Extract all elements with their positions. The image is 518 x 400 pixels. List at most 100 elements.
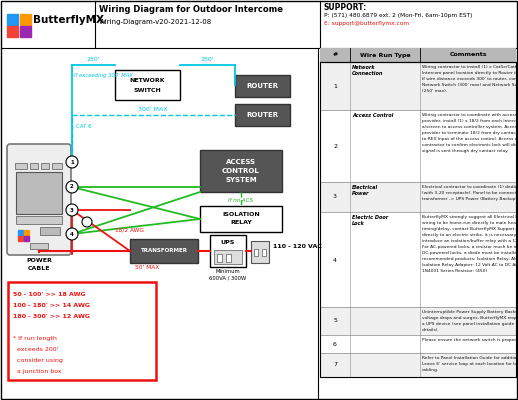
- Bar: [40, 227, 60, 235]
- Text: P: (571) 480.6879 ext. 2 (Mon-Fri, 6am-10pm EST): P: (571) 480.6879 ext. 2 (Mon-Fri, 6am-1…: [324, 14, 472, 18]
- Bar: [18, 236, 23, 241]
- Bar: [320, 212, 516, 307]
- Text: cabling.: cabling.: [422, 368, 439, 372]
- Text: 18/2 AWG: 18/2 AWG: [115, 227, 144, 232]
- Bar: [320, 110, 516, 182]
- Text: consider using: consider using: [13, 358, 63, 363]
- Text: details).: details).: [422, 328, 440, 332]
- Text: Wiring-Diagram-v20-2021-12-08: Wiring-Diagram-v20-2021-12-08: [99, 19, 212, 25]
- Text: CABLE: CABLE: [28, 266, 50, 272]
- Text: Network
Connection: Network Connection: [352, 65, 383, 76]
- Bar: [20, 26, 31, 37]
- Bar: [8, 282, 156, 380]
- Bar: [130, 239, 198, 263]
- Text: exceeds 200': exceeds 200': [13, 347, 59, 352]
- Text: Refer to Panel Installation Guide for additional details.: Refer to Panel Installation Guide for ad…: [422, 356, 518, 360]
- Bar: [320, 48, 516, 62]
- Text: Minimum: Minimum: [215, 269, 240, 274]
- Bar: [20, 14, 31, 25]
- Circle shape: [66, 181, 78, 193]
- Text: SWITCH: SWITCH: [133, 88, 161, 92]
- Bar: [115, 70, 180, 100]
- Text: * If run length: * If run length: [13, 336, 57, 341]
- Bar: [320, 307, 516, 335]
- Text: 100 - 180' >> 14 AWG: 100 - 180' >> 14 AWG: [13, 303, 90, 308]
- Bar: [15, 163, 27, 169]
- Text: Electrical
Power: Electrical Power: [352, 185, 378, 196]
- Text: Comments: Comments: [449, 52, 487, 58]
- Bar: [320, 353, 516, 377]
- Text: UPS: UPS: [221, 240, 235, 244]
- Bar: [7, 26, 18, 37]
- Text: ISOLATION: ISOLATION: [222, 212, 260, 216]
- Bar: [254, 249, 258, 256]
- Text: Wiring contractor to install (1) x Cat5e/Cat6 from each: Wiring contractor to install (1) x Cat5e…: [422, 65, 518, 69]
- Text: 3: 3: [70, 208, 74, 212]
- Text: Electric Door
Lock: Electric Door Lock: [352, 215, 388, 226]
- Text: Access Control: Access Control: [352, 113, 393, 118]
- Text: recommended products: Isolation Relay: Altronix IR5: recommended products: Isolation Relay: A…: [422, 257, 518, 261]
- Text: (250' max).: (250' max).: [422, 89, 447, 93]
- Text: 300' MAX: 300' MAX: [138, 107, 168, 112]
- Bar: [200, 206, 282, 232]
- Text: a junction box: a junction box: [13, 369, 62, 374]
- Bar: [30, 163, 38, 169]
- Bar: [24, 236, 29, 241]
- Text: Isolation Relay Adapter: 12 Volt AC to DC Adapter Diode:: Isolation Relay Adapter: 12 Volt AC to D…: [422, 263, 518, 267]
- Text: timing/delay, contact ButterflyMX Support. To wire: timing/delay, contact ButterflyMX Suppor…: [422, 227, 518, 231]
- Text: 250': 250': [200, 57, 214, 62]
- Text: 7: 7: [333, 362, 337, 368]
- Bar: [235, 104, 290, 126]
- Text: ROUTER: ROUTER: [246, 112, 278, 118]
- Circle shape: [66, 228, 78, 240]
- Text: If exceeding 300' MAX: If exceeding 300' MAX: [74, 73, 133, 78]
- Text: 1N4001 Series Resistor: (450): 1N4001 Series Resistor: (450): [422, 269, 487, 273]
- Text: (with 3-20 receptacle). Panel to be connected to: (with 3-20 receptacle). Panel to be conn…: [422, 191, 518, 195]
- Text: 5: 5: [333, 318, 337, 324]
- Text: 50 - 100' >> 18 AWG: 50 - 100' >> 18 AWG: [13, 292, 85, 297]
- Text: SUPPORT:: SUPPORT:: [324, 4, 367, 12]
- Text: RELAY: RELAY: [230, 220, 252, 226]
- Bar: [41, 163, 49, 169]
- Text: 1: 1: [333, 84, 337, 88]
- Text: transformer -> UPS Power (Battery Backup) or Wall outlet: transformer -> UPS Power (Battery Backup…: [422, 197, 518, 201]
- Bar: [320, 182, 516, 212]
- Bar: [320, 62, 516, 377]
- Text: provider, install (1) x 18/2 from each Intercom to: provider, install (1) x 18/2 from each I…: [422, 119, 518, 123]
- Text: to REX Input of the access control. Access control: to REX Input of the access control. Acce…: [422, 137, 518, 141]
- Text: Uninterruptible Power Supply Battery Backup. To prevent: Uninterruptible Power Supply Battery Bac…: [422, 310, 518, 314]
- Text: SYSTEM: SYSTEM: [225, 177, 257, 183]
- Text: CONTROL: CONTROL: [222, 168, 260, 174]
- Text: voltage drops and surges, ButterflyMX requires installing: voltage drops and surges, ButterflyMX re…: [422, 316, 518, 320]
- Bar: [320, 335, 516, 353]
- Bar: [18, 230, 23, 235]
- Text: provider to terminate 18/2 from dry contact of touchscreen: provider to terminate 18/2 from dry cont…: [422, 131, 518, 135]
- Text: 1: 1: [70, 160, 74, 164]
- Bar: [251, 241, 269, 263]
- Bar: [200, 150, 282, 192]
- Bar: [52, 163, 62, 169]
- Text: 4: 4: [70, 232, 74, 236]
- Text: E: support@butterflymx.com: E: support@butterflymx.com: [324, 22, 409, 26]
- Circle shape: [82, 217, 92, 227]
- Text: DC-powered locks, a diode must be installed. Here are our: DC-powered locks, a diode must be instal…: [422, 251, 518, 255]
- Text: a/screen to access controller system. Access Control: a/screen to access controller system. Ac…: [422, 125, 518, 129]
- Text: NETWORK: NETWORK: [129, 78, 165, 84]
- Text: 6: 6: [333, 342, 337, 346]
- Text: signal is sent through dry contact relay.: signal is sent through dry contact relay…: [422, 149, 509, 153]
- Bar: [226, 254, 231, 262]
- Bar: [16, 172, 62, 214]
- Text: 2: 2: [70, 184, 74, 190]
- Bar: [16, 216, 62, 224]
- Text: #: #: [333, 52, 338, 58]
- Text: ButterflyMX: ButterflyMX: [33, 15, 104, 25]
- Text: CAT 6: CAT 6: [76, 124, 92, 129]
- Text: 2: 2: [333, 144, 337, 148]
- Text: ButterflyMX strongly suggest all Electrical Door Lock: ButterflyMX strongly suggest all Electri…: [422, 215, 518, 219]
- Text: contractor to confirm electronic lock will disengages when: contractor to confirm electronic lock wi…: [422, 143, 518, 147]
- Circle shape: [66, 156, 78, 168]
- Text: Leave 6' service loop at each location for low voltage: Leave 6' service loop at each location f…: [422, 362, 518, 366]
- Text: POWER: POWER: [26, 258, 52, 264]
- Text: Electrical contractor to coordinate (1) dedicated circuit: Electrical contractor to coordinate (1) …: [422, 185, 518, 189]
- Bar: [235, 75, 290, 97]
